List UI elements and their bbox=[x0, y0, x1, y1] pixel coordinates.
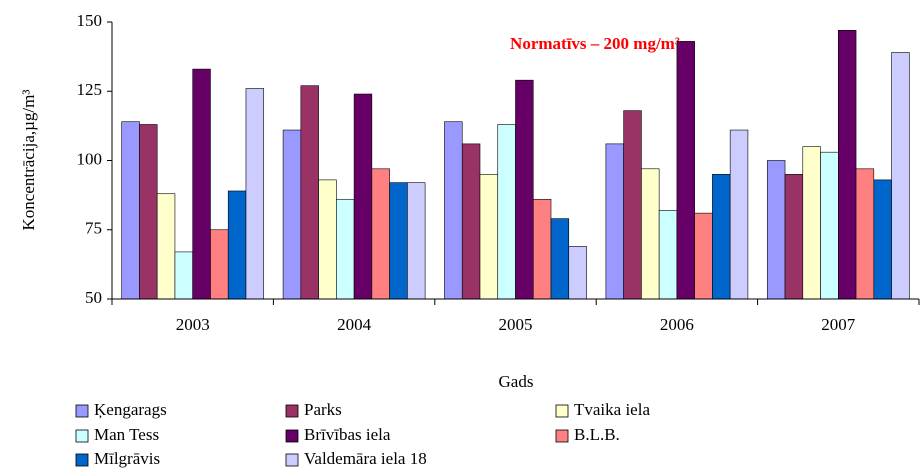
legend-label: Parks bbox=[304, 400, 342, 419]
bar bbox=[479, 174, 499, 300]
bar bbox=[658, 210, 678, 300]
bar bbox=[192, 68, 211, 300]
bar bbox=[550, 218, 570, 300]
y-tick-label: 100 bbox=[77, 149, 103, 168]
y-axis-label: Koncentrācija,µg/m³ bbox=[19, 90, 38, 231]
bar bbox=[873, 179, 892, 300]
legend-swatch bbox=[285, 404, 299, 418]
bar bbox=[515, 79, 534, 300]
bar bbox=[784, 174, 804, 300]
y-tick-label: 125 bbox=[77, 80, 103, 99]
legend-swatch bbox=[285, 453, 299, 467]
bar bbox=[156, 193, 176, 300]
legend-swatch bbox=[75, 404, 89, 418]
bar bbox=[139, 124, 158, 300]
x-tick-label: 2007 bbox=[821, 315, 856, 334]
legend-label: Valdemāra iela 18 bbox=[304, 449, 427, 468]
bar bbox=[461, 143, 481, 300]
bar bbox=[568, 246, 587, 300]
x-tick-label: 2003 bbox=[176, 315, 210, 334]
bar bbox=[623, 110, 642, 300]
bar bbox=[641, 168, 660, 300]
legend-swatch bbox=[555, 429, 569, 443]
bar bbox=[336, 198, 355, 300]
bar bbox=[532, 198, 552, 300]
bar bbox=[300, 85, 319, 300]
bar bbox=[497, 124, 516, 300]
y-tick-label: 75 bbox=[85, 219, 102, 238]
bar bbox=[820, 151, 839, 300]
bar bbox=[766, 160, 786, 300]
x-tick-label: 2004 bbox=[337, 315, 372, 334]
legend-label: Brīvības iela bbox=[304, 425, 391, 444]
bar bbox=[245, 88, 265, 300]
bar bbox=[407, 182, 426, 300]
legend-label: Man Tess bbox=[94, 425, 159, 444]
bar bbox=[121, 121, 140, 300]
legend-label: Mīlgrāvis bbox=[94, 449, 160, 468]
legend-label: B.L.B. bbox=[574, 425, 620, 444]
bar bbox=[891, 52, 910, 300]
bar bbox=[605, 143, 624, 300]
bar bbox=[389, 182, 408, 300]
legend-label: Tvaika iela bbox=[574, 400, 650, 419]
bar bbox=[694, 212, 713, 300]
bar bbox=[371, 168, 390, 300]
x-tick-label: 2006 bbox=[660, 315, 694, 334]
legend-label: Ķengarags bbox=[94, 400, 167, 419]
bar bbox=[174, 251, 193, 300]
x-tick-label: 2005 bbox=[499, 315, 533, 334]
y-tick-label: 50 bbox=[85, 288, 102, 307]
x-axis-label: Gads bbox=[499, 372, 534, 391]
bar bbox=[837, 30, 857, 300]
legend-swatch bbox=[75, 429, 89, 443]
bar bbox=[712, 174, 731, 300]
bar bbox=[353, 93, 373, 300]
bar bbox=[227, 190, 247, 300]
bar bbox=[318, 179, 337, 300]
legend-swatch bbox=[285, 429, 299, 443]
bar bbox=[210, 229, 229, 300]
bar bbox=[444, 121, 463, 300]
bar bbox=[729, 129, 749, 300]
legend-swatch bbox=[555, 404, 569, 418]
bar bbox=[802, 146, 821, 300]
bar bbox=[676, 41, 695, 300]
legend-swatch bbox=[75, 453, 89, 467]
bar bbox=[855, 168, 875, 300]
bar bbox=[282, 129, 302, 300]
y-tick-label: 150 bbox=[77, 11, 103, 30]
annotation: Normatīvs – 200 mg/m³ bbox=[510, 34, 680, 53]
